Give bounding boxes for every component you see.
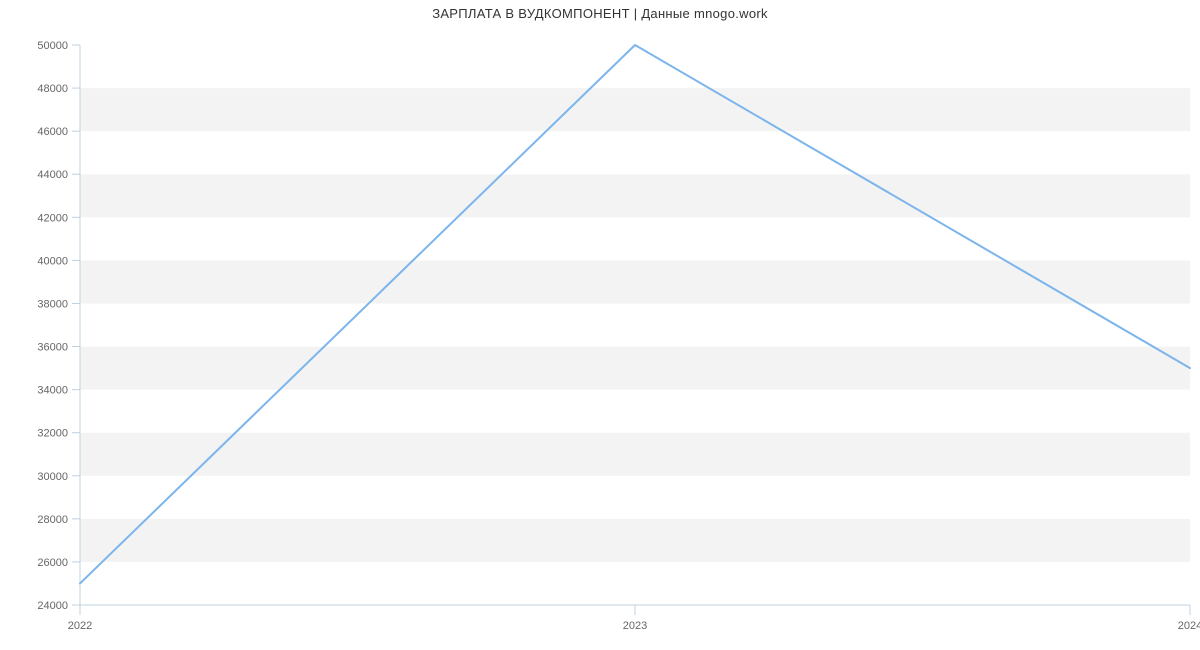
grid-bands [80,45,1190,605]
y-tick-label: 44000 [37,169,68,181]
y-tick-label: 50000 [37,40,68,52]
x-tick-label: 2023 [623,620,647,632]
y-tick-label: 32000 [37,428,68,440]
x-axis: 2022 2023 2024 [68,605,1200,632]
x-tick-label: 2024 [1178,620,1200,632]
y-tick-label: 42000 [37,212,68,224]
y-tick-label: 28000 [37,514,68,526]
y-tick-label: 36000 [37,342,68,354]
y-tick-label: 40000 [37,255,68,267]
x-tick-label: 2022 [68,620,92,632]
y-tick-label: 46000 [37,126,68,138]
y-tick-label: 24000 [37,600,68,612]
y-tick-label: 38000 [37,298,68,310]
y-tick-label: 30000 [37,471,68,483]
chart-svg: 24000 26000 28000 30000 32000 34000 36000 38000… [0,0,1200,650]
y-tick-label: 48000 [37,83,68,95]
y-tick-label: 26000 [37,557,68,569]
y-tick-label: 34000 [37,385,68,397]
chart-title: ЗАРПЛАТА В ВУДКОМПОНЕНТ | Данные mnogo.w… [0,6,1200,21]
y-axis: 24000 26000 28000 30000 32000 34000 36000 38000… [37,40,80,612]
salary-line-chart: ЗАРПЛАТА В ВУДКОМПОНЕНТ | Данные mnogo.w… [0,0,1200,650]
